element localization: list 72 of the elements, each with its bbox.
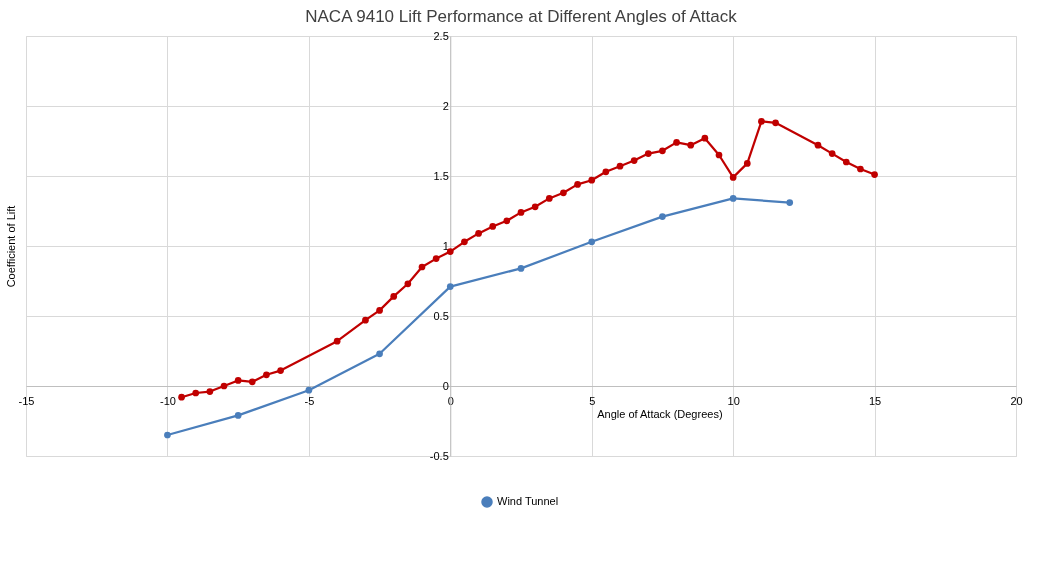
x-axis-title: Angle of Attack (Degrees)	[597, 407, 723, 420]
y-tick-label: -0.5	[429, 449, 449, 462]
point	[786, 199, 794, 206]
point	[461, 238, 468, 246]
point	[729, 195, 737, 202]
point	[659, 147, 666, 155]
point	[517, 265, 525, 272]
point	[517, 209, 525, 216]
point	[418, 263, 426, 271]
y-tick-label: 1	[442, 239, 449, 252]
point	[758, 118, 765, 125]
y-tick-label: 2.5	[433, 29, 449, 42]
point	[376, 307, 383, 314]
point	[630, 157, 638, 164]
point	[390, 293, 398, 300]
y-tick-label: 1.5	[433, 169, 449, 182]
point	[376, 350, 383, 358]
point	[489, 223, 497, 230]
point	[842, 158, 850, 166]
point	[178, 393, 185, 401]
point	[715, 151, 723, 159]
chart-title: NACA 9410 Lift Performance at Different Angles of Attack	[305, 7, 738, 26]
point	[263, 371, 270, 379]
y-tick-label: 2	[442, 99, 449, 112]
point	[475, 230, 482, 237]
x-tick-label: 10	[727, 394, 740, 407]
point	[644, 150, 652, 157]
point	[432, 255, 440, 262]
x-tick-label: 20	[1010, 394, 1023, 407]
point	[729, 174, 737, 181]
y-tick-label: 0	[442, 379, 449, 392]
point	[234, 377, 242, 384]
point	[659, 213, 666, 220]
point	[545, 195, 553, 202]
x-tick-label: -10	[159, 394, 176, 407]
point	[743, 160, 751, 167]
point	[772, 119, 779, 127]
point	[560, 189, 567, 197]
x-tick-label: 5	[589, 394, 596, 407]
point	[616, 162, 624, 170]
point	[446, 283, 454, 290]
point	[305, 386, 313, 394]
point	[531, 203, 539, 211]
point	[164, 431, 171, 439]
point	[362, 316, 369, 324]
point	[574, 181, 581, 188]
x-tick-label: 15	[868, 394, 882, 407]
legend-label: Wind Tunnel	[497, 495, 559, 507]
point	[828, 150, 836, 157]
point	[206, 388, 214, 395]
point	[602, 168, 610, 176]
point	[814, 141, 822, 149]
point	[503, 217, 511, 225]
point	[248, 378, 256, 386]
y-axis-title: Coefficient of Lift	[4, 205, 17, 288]
x-tick-label: -5	[304, 394, 315, 407]
point	[687, 141, 695, 149]
point	[192, 389, 200, 397]
point	[234, 412, 242, 419]
point	[673, 139, 680, 146]
point	[857, 165, 864, 173]
point	[871, 171, 878, 178]
point	[277, 367, 284, 374]
y-tick-label: 0.5	[433, 309, 449, 322]
point	[588, 238, 596, 246]
point	[701, 134, 709, 142]
point	[588, 176, 596, 184]
point	[220, 382, 228, 390]
point	[404, 280, 412, 288]
point	[333, 337, 341, 345]
point	[446, 248, 454, 255]
x-tick-label: -15	[18, 394, 35, 407]
